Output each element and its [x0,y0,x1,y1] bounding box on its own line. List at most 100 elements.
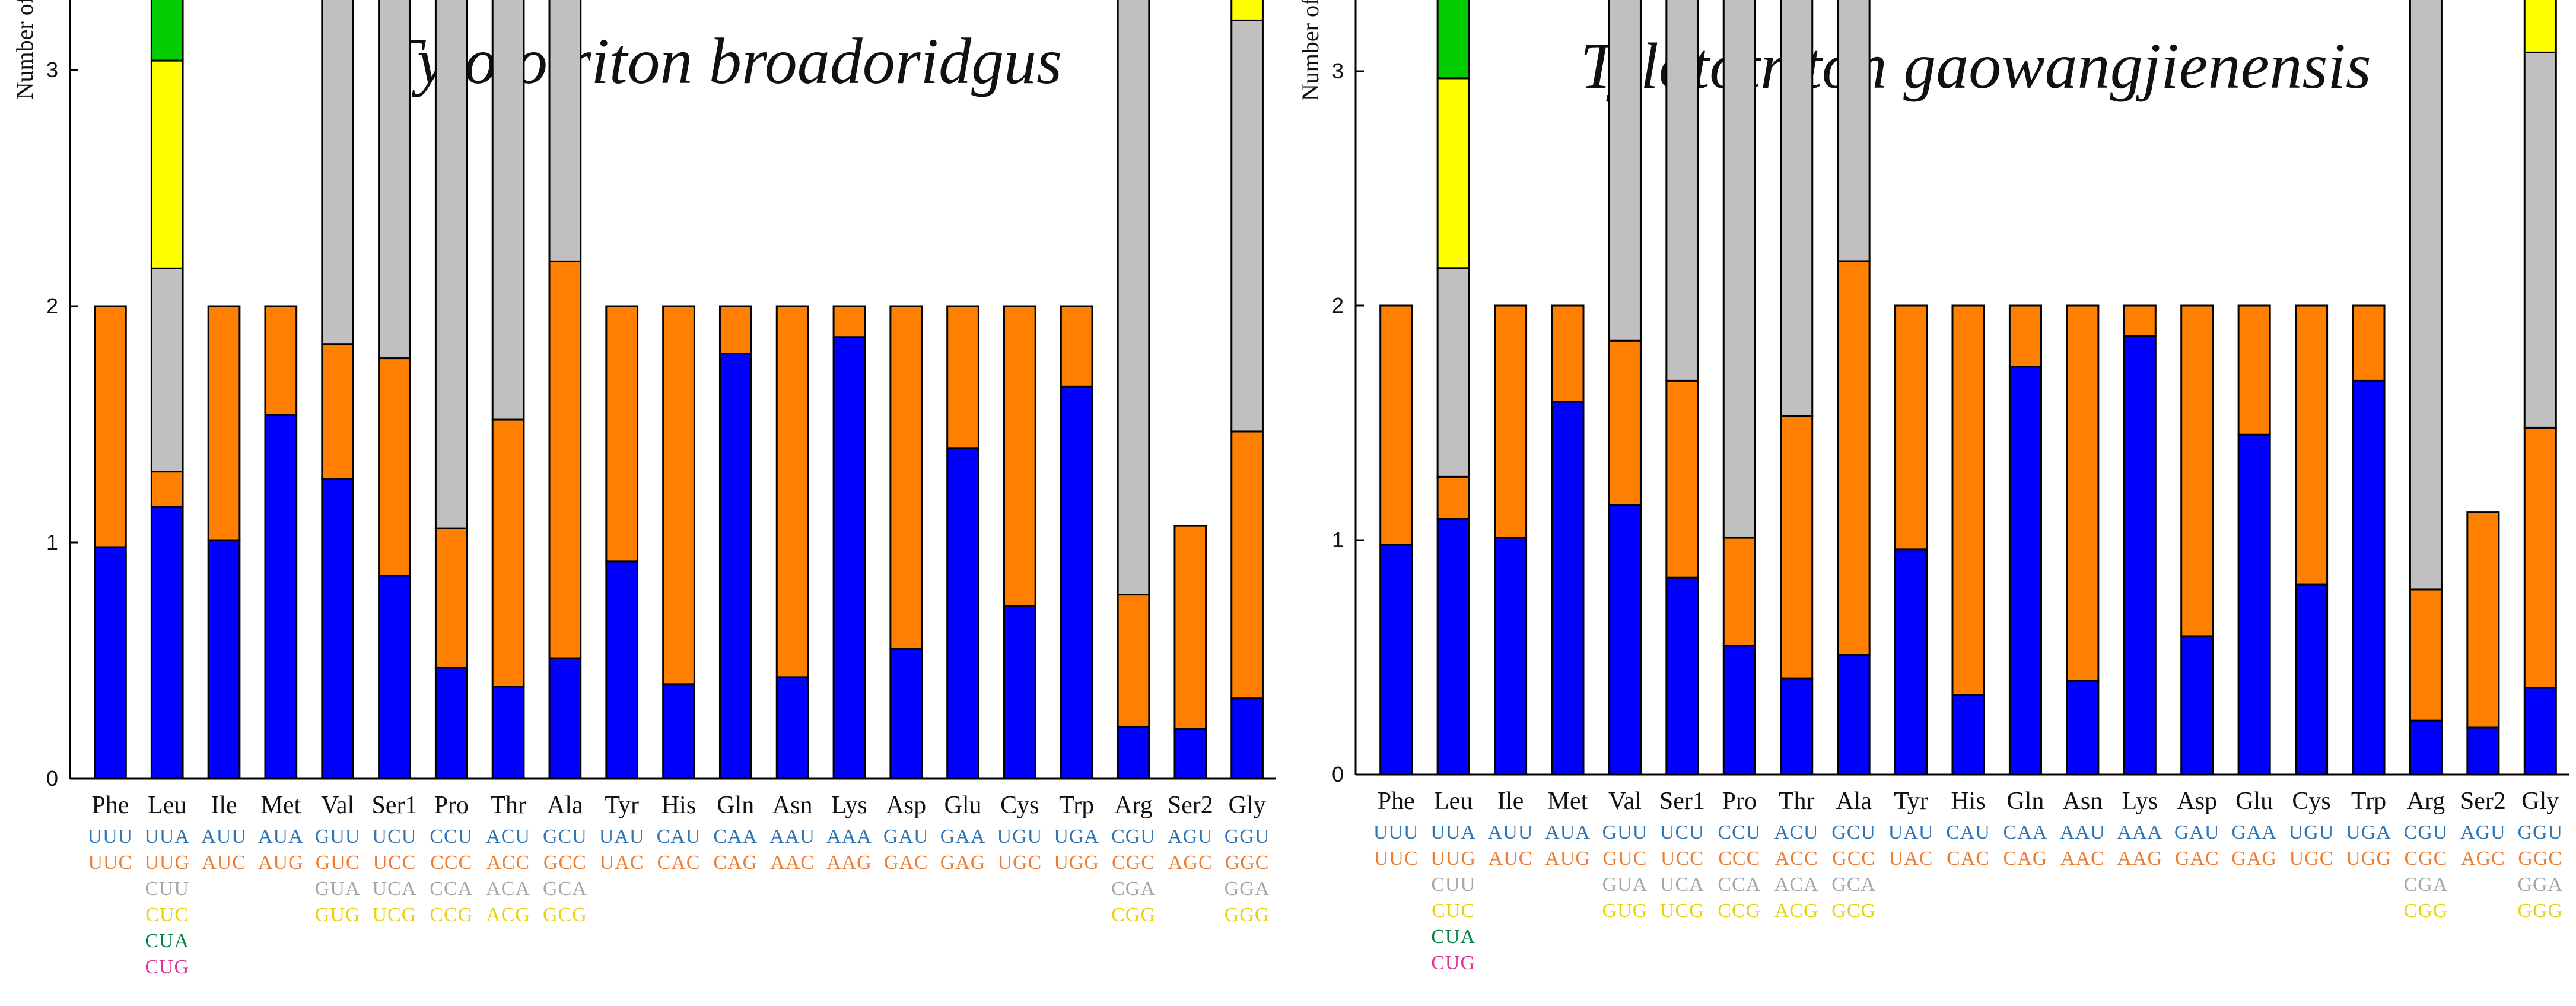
codon-label-guc: GUC [1603,848,1648,869]
codon-label-cga: CGA [1111,878,1156,900]
x-tick-label-tyr: Tyr [1894,788,1928,815]
bar-segment-leu-3 [150,59,184,269]
bar-segment-gly-0 [2523,687,2557,776]
bar-segment-met-0 [264,414,298,780]
bar-segment-lys-0 [2123,335,2157,776]
codon-label-aag: AAG [826,852,872,874]
bar-segment-ser1-1 [1665,379,1699,579]
bar-segment-cys-0 [2295,583,2329,776]
x-tick-label-gly: Gly [2521,788,2559,815]
codon-label-acu: ACU [486,826,530,848]
bar-segment-arg-1 [1117,594,1150,728]
bar-segment-pro-1 [1722,537,1756,647]
bar-segment-leu-2 [150,267,184,473]
chart-panel-2: Tylototriton gaowangjienensis0123456Numb… [1297,0,2569,974]
bar-segment-asp-1 [2180,304,2214,637]
bar-segment-gly-3 [1230,0,1264,21]
bar-segment-tyr-0 [1894,548,1928,776]
y-tick-label: 0 [46,766,58,791]
bar-segment-thr-1 [1780,415,1814,680]
codon-label-uug: UUG [1430,848,1476,869]
bar-segment-ile-1 [207,305,241,541]
y-tick-label: 3 [46,58,58,82]
codon-label-ugc: UGC [2289,848,2334,869]
codon-label-cgc: CGC [1112,852,1155,874]
codon-label-gca: GCA [543,878,587,900]
x-tick-label-arg: Arg [2407,788,2445,815]
bar-segment-gly-1 [2523,426,2557,689]
x-tick-label-leu: Leu [148,792,186,819]
x-tick-label-trp: Trp [2351,788,2386,815]
x-tick-label-cys: Cys [1000,792,1039,819]
codon-label-uuu: UUU [1373,821,1419,843]
bar-segment-arg-0 [1117,725,1150,780]
bar-segment-met-1 [264,305,298,416]
codon-label-agc: AGC [2461,848,2505,869]
x-tick-label-cys: Cys [2292,788,2330,815]
codon-label-cug: CUG [1431,952,1475,974]
codon-label-ggu: GGU [1225,826,1270,848]
codon-label-gaa: GAA [940,826,986,848]
codon-label-aca: ACA [1774,874,1819,896]
bar-segment-gly-2 [1230,19,1264,433]
codon-label-guu: GUU [315,826,361,848]
x-tick-label-leu: Leu [1434,788,1473,815]
codon-label-gag: GAG [940,852,986,874]
bar-segment-gln-0 [718,353,752,780]
codon-label-cua: CUA [1431,926,1475,948]
x-tick-label-met: Met [1548,788,1588,815]
bar-segment-ile-0 [207,539,241,780]
bar-segment-trp-1 [2352,304,2386,382]
y-tick-label: 1 [46,530,58,554]
codon-label-gcg: GCG [1831,900,1876,922]
y-tick-label: 0 [1332,762,1344,786]
codon-label-ugu: UGU [997,826,1043,848]
x-tick-label-asn: Asn [2063,788,2103,815]
codon-label-aua: AUA [258,826,304,848]
x-tick-label-pro: Pro [434,792,469,819]
codon-label-uuc: UUC [88,852,133,874]
x-tick-label-gln: Gln [2006,788,2044,815]
x-tick-label-ala: Ala [547,792,583,819]
codon-label-auc: AUC [202,852,246,874]
x-tick-label-val: Val [1608,788,1642,815]
codon-label-gac: GAC [884,852,928,874]
bar-segment-ser1-0 [1665,576,1699,776]
bar-segment-lys-1 [832,305,866,338]
x-tick-label-gly: Gly [1229,792,1266,819]
bar-segment-pro-1 [434,527,468,669]
codon-label-uug: UUG [144,852,190,874]
bar-segment-thr-0 [491,686,525,780]
codon-label-aau: AAU [2060,821,2106,843]
codon-label-cgg: CGG [2404,900,2448,922]
codon-label-cua: CUA [145,930,189,952]
chart-title: Tylototriton gaowangjienensis [1580,30,2371,102]
codon-label-acg: ACG [1774,900,1819,922]
bar-segment-thr-1 [491,418,525,688]
x-tick-label-pro: Pro [1722,788,1757,815]
codon-label-aac: AAC [2060,848,2105,869]
bar-segment-arg-2 [1117,0,1150,596]
x-tick-label-gln: Gln [717,792,754,819]
x-tick-label-asp: Asp [2177,788,2217,815]
codon-label-cuc: CUC [1432,900,1475,922]
bar-segment-tyr-0 [605,560,639,780]
codon-label-ugg: UGG [1054,852,1099,874]
x-tick-label-lys: Lys [831,792,867,819]
codon-label-ggc: GGC [1225,852,1270,874]
codon-label-gaa: GAA [2231,821,2277,843]
codon-label-ggg: GGG [1225,904,1270,926]
codon-label-uga: UGA [1054,826,1099,848]
codon-label-caa: CAA [2003,821,2048,843]
bar-segment-ser1-1 [378,357,411,577]
codon-label-uuu: UUU [88,826,133,848]
codon-label-ucc: UCC [373,852,416,874]
bar-segment-gly-0 [1230,697,1264,780]
codon-label-gga: GGA [2517,874,2563,896]
y-tick-label: 3 [1332,59,1344,83]
x-tick-label-lys: Lys [2122,788,2158,815]
bar-segment-ala-1 [1837,260,1871,656]
bar-segment-thr-0 [1780,677,1814,776]
codon-label-cgu: CGU [1111,826,1156,848]
codon-label-ccc: CCC [430,852,472,874]
